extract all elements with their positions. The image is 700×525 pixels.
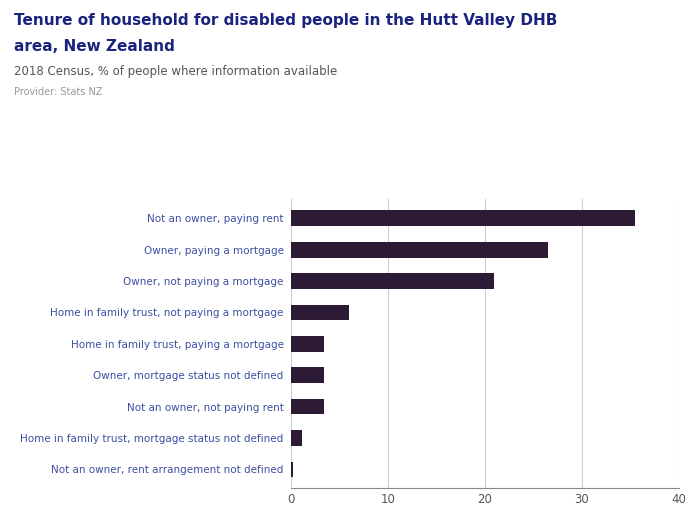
Bar bbox=[290, 430, 302, 446]
Bar bbox=[290, 211, 636, 226]
Bar bbox=[290, 304, 349, 320]
Text: Provider: Stats NZ: Provider: Stats NZ bbox=[14, 87, 102, 97]
Bar bbox=[290, 368, 325, 383]
Bar bbox=[290, 336, 325, 352]
Text: Tenure of household for disabled people in the Hutt Valley DHB: Tenure of household for disabled people … bbox=[14, 13, 557, 28]
Bar bbox=[290, 273, 494, 289]
Bar bbox=[290, 242, 548, 258]
Bar bbox=[290, 399, 325, 415]
Text: 2018 Census, % of people where information available: 2018 Census, % of people where informati… bbox=[14, 65, 337, 78]
Bar bbox=[290, 461, 293, 477]
Text: area, New Zealand: area, New Zealand bbox=[14, 39, 175, 55]
Text: figure.nz: figure.nz bbox=[589, 18, 659, 32]
